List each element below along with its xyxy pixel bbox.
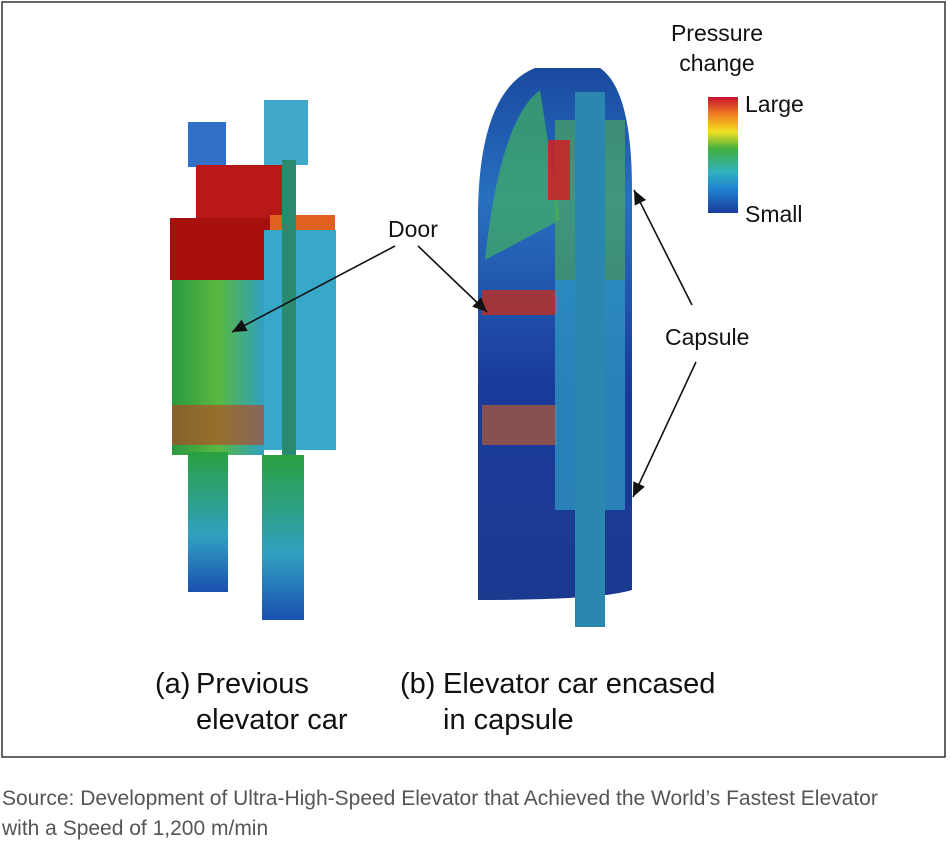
frame bbox=[1, 1, 946, 758]
arrows bbox=[231, 189, 697, 498]
source-note: Source: Development of Ultra-High-Speed … bbox=[2, 787, 878, 840]
legend-color-bar bbox=[708, 97, 738, 213]
panel-caption: Previous elevator car bbox=[196, 668, 348, 736]
panel-marker: (b) bbox=[400, 668, 436, 700]
legend-title: Pressure change bbox=[670, 20, 764, 76]
legend-high: Large bbox=[745, 91, 804, 117]
legend-low: Small bbox=[745, 201, 803, 227]
previous-car-render bbox=[170, 100, 336, 620]
panel-caption: Elevator car encased in capsule bbox=[443, 668, 716, 736]
capsule-car-render bbox=[478, 68, 632, 627]
capsule-label: Capsule bbox=[665, 324, 750, 350]
panel-marker: (a) bbox=[155, 668, 191, 700]
door-label: Door bbox=[388, 216, 438, 242]
